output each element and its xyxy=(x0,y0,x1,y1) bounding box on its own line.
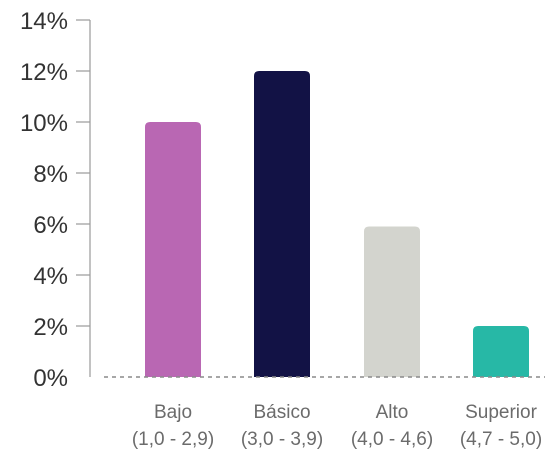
y-tick-label: 4% xyxy=(33,263,68,290)
y-tick-label: 2% xyxy=(33,314,68,341)
x-category-name: Alto xyxy=(376,402,409,423)
x-category-range: (1,0 - 2,9) xyxy=(132,429,214,450)
y-axis: 0% 2% 4% 6% 8% 10% 12% 14% xyxy=(20,8,91,392)
x-category-range: (3,0 - 3,9) xyxy=(241,429,323,450)
y-tick-label: 0% xyxy=(33,365,68,392)
bar-superior xyxy=(473,326,529,377)
x-category-name: Bajo xyxy=(154,402,192,423)
y-tick-label: 8% xyxy=(33,161,68,188)
bar-basico xyxy=(254,71,310,377)
bar-alto xyxy=(364,226,420,377)
x-category-name: Superior xyxy=(465,402,537,423)
y-tick-label: 6% xyxy=(33,212,68,239)
x-axis-labels: Bajo (1,0 - 2,9) Básico (3,0 - 3,9) Alto (4,0… xyxy=(132,402,542,450)
bars xyxy=(145,71,529,377)
x-category-range: (4,0 - 4,6) xyxy=(351,429,433,450)
y-tick-label: 12% xyxy=(20,59,68,86)
y-tick-label: 10% xyxy=(20,110,68,137)
x-category-name: Básico xyxy=(253,402,310,423)
y-tick-label: 14% xyxy=(20,8,68,35)
bar-bajo xyxy=(145,122,201,377)
x-category-range: (4,7 - 5,0) xyxy=(460,429,542,450)
